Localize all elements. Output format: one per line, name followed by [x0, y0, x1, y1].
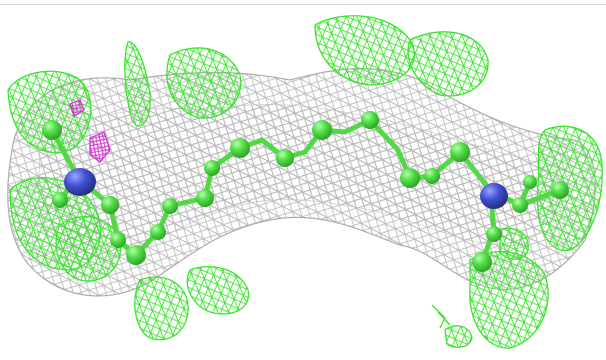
carbon-atom	[110, 232, 126, 248]
carbon-atom	[523, 175, 537, 189]
carbon-atom	[196, 189, 214, 207]
carbon-atom	[424, 168, 440, 184]
carbon-atom	[42, 120, 62, 140]
carbon-atom	[126, 245, 146, 265]
carbon-atoms	[42, 111, 569, 272]
carbon-atom	[450, 142, 470, 162]
carbon-atom	[312, 120, 332, 140]
carbon-atom	[551, 181, 569, 199]
carbon-atom	[162, 198, 178, 214]
carbon-atom	[472, 252, 492, 272]
carbon-atom	[361, 111, 379, 129]
carbon-atom	[400, 168, 420, 188]
carbon-atom	[512, 197, 528, 213]
carbon-atom	[150, 224, 166, 240]
carbon-atom	[52, 192, 68, 208]
green-density-mesh	[7, 15, 603, 349]
carbon-atom	[101, 196, 119, 214]
carbon-atom	[204, 160, 220, 176]
magenta-density-mesh	[69, 99, 111, 163]
nitrogen-atom	[64, 168, 96, 196]
top-border-line	[0, 4, 606, 5]
carbon-atom	[486, 226, 502, 242]
grey-density-mesh	[7, 67, 596, 297]
nitrogen-atom	[480, 183, 508, 209]
carbon-atom	[276, 149, 294, 167]
carbon-atom	[230, 138, 250, 158]
nitrogen-atoms	[64, 168, 508, 209]
